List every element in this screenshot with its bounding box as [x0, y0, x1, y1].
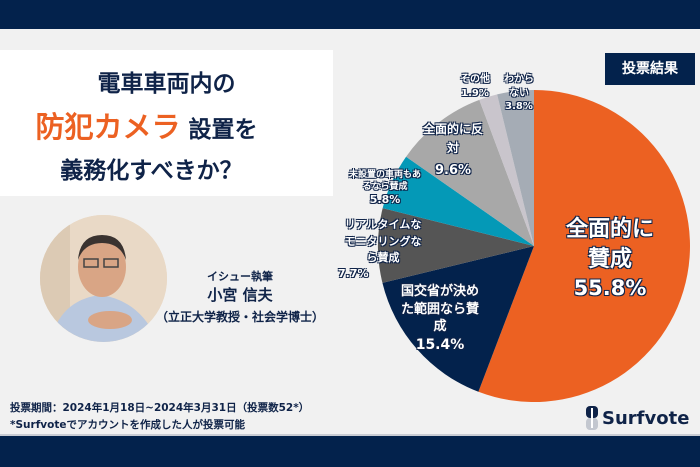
voting-period: 投票期間：2024年1月18日~2024年3月31日（投票数52*） [10, 402, 310, 414]
title-line2-rest: 設置を [188, 117, 258, 143]
title-box: 電車車両内の 防犯カメラ 設置を 義務化すべきか？ [0, 50, 333, 196]
pie-slice-6 [497, 90, 534, 246]
label-slice-2: リアルタイムなモニタリングなら賛成 7.7% [338, 218, 422, 280]
title-line2: 防犯カメラ 設置を [0, 104, 333, 146]
title-line1: 電車車両内の [97, 71, 236, 97]
title-highlight: 防犯カメラ [35, 110, 181, 144]
author-role: イシュー執筆 [207, 270, 273, 283]
author-name: 小宮 信夫 [207, 286, 273, 304]
label-slice-4: 全面的に反対 9.6% [422, 122, 483, 179]
top-bar [0, 0, 700, 29]
bottom-bar [0, 434, 700, 467]
pie-slice-0 [478, 90, 691, 403]
label-slice-5: その他 1.9% [460, 74, 490, 99]
voting-note: *Surfvoteでアカウントを作成した人が投票可能 [10, 419, 245, 431]
label-slice-6: わからない 3.8% [504, 74, 534, 112]
title-line3: 義務化すべきか？ [60, 158, 243, 184]
author-affiliation: （立正大学教授・社会学博士） [155, 310, 324, 324]
label-slice-3: 未設置の車両もあるなら賛成 5.8% [348, 170, 421, 207]
pie-slice-5 [479, 94, 534, 247]
pie-slice-1 [382, 246, 534, 392]
pie-slice-2 [378, 208, 534, 283]
pie-slice-4 [406, 99, 534, 246]
results-badge: 投票結果 [605, 53, 695, 85]
label-slice-1: 国交省が決めた範囲なら賛成 15.4% [400, 284, 479, 353]
label-slice-0: 全面的に賛成 55.8% [565, 217, 654, 301]
surfvote-logo-icon [586, 406, 598, 430]
pie-slice-3 [382, 156, 534, 246]
surfvote-logo[interactable]: Surfvote [586, 406, 689, 430]
author-avatar [40, 215, 167, 342]
surfvote-logo-text: Surfvote [602, 407, 690, 429]
